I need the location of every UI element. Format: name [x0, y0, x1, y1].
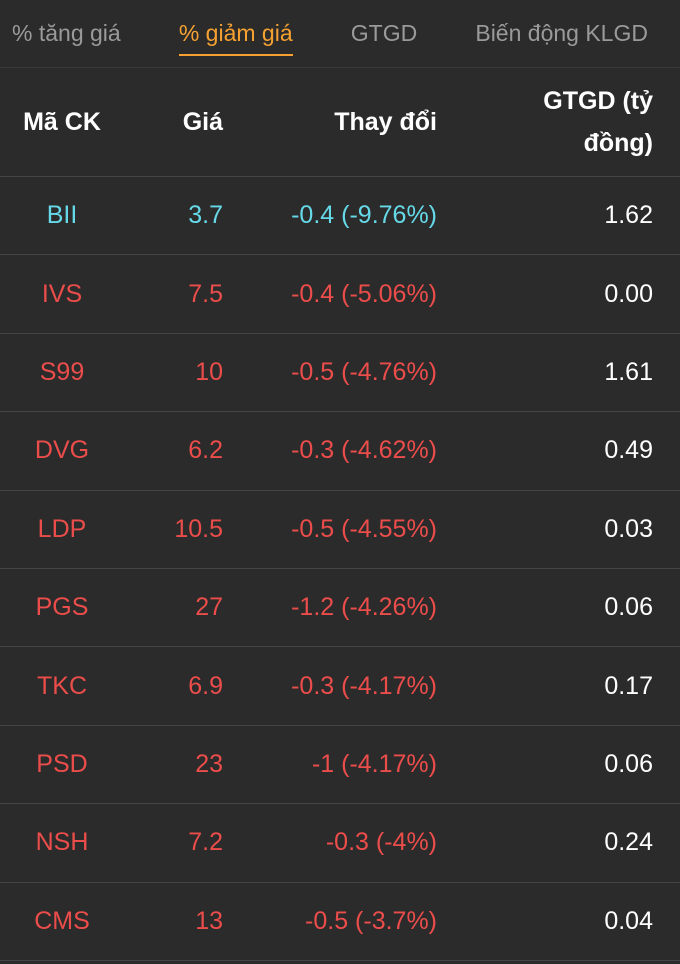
cell: 0.00	[604, 279, 653, 308]
table-row: DVG 6.2 -0.3 (-4.62%) 0.49	[0, 412, 680, 491]
tab-label: % tăng giá	[12, 20, 121, 46]
cell: -0.4 (-9.76%)	[291, 201, 437, 230]
tab-label: GTGD	[350, 20, 418, 46]
column-header: Thay đổi	[223, 101, 437, 143]
cell: 0.06	[604, 593, 653, 622]
cell: 3.7	[188, 201, 223, 230]
cell: -0.3 (-4%)	[325, 828, 437, 857]
cell: 1.61	[604, 357, 653, 386]
cell: 7.2	[188, 828, 223, 857]
cell: DVG	[34, 436, 90, 465]
cell: 0.49	[604, 436, 653, 465]
cell: -0.3 (-4.17%)	[291, 671, 437, 700]
table-row: CMS 13 -0.5 (-3.7%) 0.04	[0, 883, 680, 961]
cell: BII	[46, 201, 78, 230]
cell: -1.2 (-4.26%)	[291, 593, 437, 622]
cell: 0.17	[604, 671, 653, 700]
stock-table: Mã CK Giá Thay đổi GTGD (tỷ đồng) BII 3.7 -0.…	[0, 68, 680, 961]
cell: LDP	[37, 514, 87, 543]
cell: -1 (-4.17%)	[311, 749, 437, 778]
cell: CMS	[34, 906, 90, 935]
cell: -0.5 (-4.55%)	[291, 514, 437, 543]
cell: 10.5	[174, 514, 223, 543]
column-header-text: GTGD (tỷ đồng)	[543, 87, 653, 157]
cell: S99	[39, 357, 85, 386]
cell: PGS	[35, 593, 89, 622]
tab[interactable]: Biến động KLGD	[475, 0, 648, 68]
cell: -0.5 (-3.7%)	[305, 906, 437, 935]
cell: 6.9	[188, 671, 223, 700]
cell: 27	[195, 593, 223, 622]
cell: 0.03	[604, 514, 653, 543]
tab[interactable]: % tăng giá	[12, 0, 121, 68]
cell: NSH	[35, 828, 89, 857]
tab-underline	[178, 54, 293, 56]
cell: 6.2	[188, 436, 223, 465]
tab-bar: % tăng giá % giảm giá GTGD Biến động KLGD	[0, 0, 680, 68]
cell: IVS	[41, 279, 83, 308]
column-header-text: Giá	[182, 108, 223, 136]
cell: -0.5 (-4.76%)	[291, 357, 437, 386]
cell: 0.06	[604, 749, 653, 778]
cell: 1.62	[604, 201, 653, 230]
table-row: PGS 27 -1.2 (-4.26%) 0.06	[0, 569, 680, 648]
tab[interactable]: % giảm giá	[178, 0, 293, 68]
column-header: GTGD (tỷ đồng)	[437, 80, 653, 164]
table-row: IVS 7.5 -0.4 (-5.06%) 0.00	[0, 255, 680, 334]
cell: -0.4 (-5.06%)	[291, 279, 437, 308]
tab-label: % giảm giá	[178, 20, 293, 46]
column-header: Giá	[124, 101, 223, 143]
cell: TKC	[37, 671, 87, 700]
table-body: BII 3.7 -0.4 (-9.76%) 1.62 IVS 7.5 -0.4 (-5.06…	[0, 177, 680, 961]
table-row: LDP 10.5 -0.5 (-4.55%) 0.03	[0, 491, 680, 569]
cell: 7.5	[188, 279, 223, 308]
table-row: NSH 7.2 -0.3 (-4%) 0.24	[0, 804, 680, 883]
column-header-text: Thay đổi	[334, 108, 437, 136]
cell: 0.24	[604, 828, 653, 857]
table-row: S99 10 -0.5 (-4.76%) 1.61	[0, 334, 680, 413]
cell: -0.3 (-4.62%)	[291, 436, 437, 465]
cell: 0.04	[604, 906, 653, 935]
table-row: PSD 23 -1 (-4.17%) 0.06	[0, 726, 680, 805]
cell: 10	[195, 357, 223, 386]
table-header: Mã CK Giá Thay đổi GTGD (tỷ đồng)	[0, 68, 680, 177]
cell: 23	[195, 749, 223, 778]
table-row: BII 3.7 -0.4 (-9.76%) 1.62	[0, 177, 680, 256]
column-header-text: Mã CK	[23, 108, 101, 136]
cell: 13	[195, 906, 223, 935]
cell: PSD	[36, 749, 88, 778]
tab-label: Biến động KLGD	[475, 20, 648, 46]
table-row: TKC 6.9 -0.3 (-4.17%) 0.17	[0, 647, 680, 726]
tab[interactable]: GTGD	[351, 0, 417, 68]
column-header: Mã CK	[0, 101, 124, 143]
